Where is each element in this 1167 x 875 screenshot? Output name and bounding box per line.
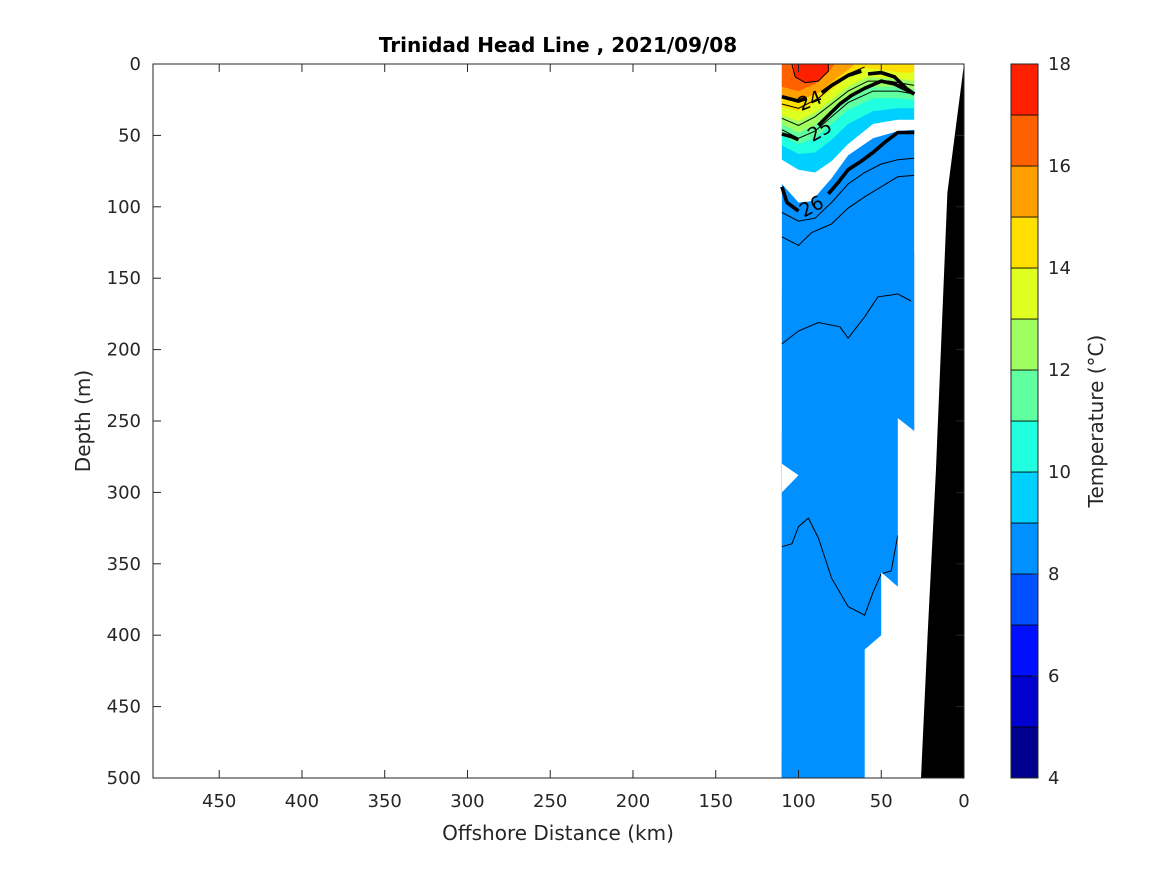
y-tick-label: 300 [107, 482, 141, 503]
colorbar-segment [1010, 369, 1039, 422]
temperature-contour [791, 63, 829, 84]
y-tick-label: 100 [107, 197, 141, 218]
colorbar-label: Temperature (°C) [1084, 335, 1108, 509]
colorbar-tick-label: 18 [1048, 54, 1071, 75]
colorbar-segment [1010, 624, 1039, 677]
colorbar-tick-label: 12 [1048, 360, 1071, 381]
colorbar-tick-label: 8 [1048, 564, 1059, 585]
colorbar-segment [1010, 318, 1039, 371]
colorbar-segment [1010, 573, 1039, 626]
colorbar-tick-label: 10 [1048, 462, 1071, 483]
colorbar-tick-label: 4 [1048, 768, 1059, 789]
x-axis-label: Offshore Distance (km) [442, 821, 674, 845]
x-tick-label: 150 [699, 791, 733, 812]
density-contour [781, 132, 800, 142]
y-tick-label: 400 [107, 625, 141, 646]
x-tick-label: 0 [958, 791, 969, 812]
colorbar-segment [1010, 420, 1039, 473]
y-tick-label: 50 [118, 125, 141, 146]
y-tick-label: 450 [107, 697, 141, 718]
temperature-contour [781, 174, 915, 247]
seafloor-mask [921, 64, 964, 778]
data-gap-notch [781, 463, 799, 493]
x-tick-label: 250 [533, 791, 567, 812]
x-tick-label: 450 [202, 791, 236, 812]
density-contour [780, 186, 800, 213]
colorbar-segment [1010, 267, 1039, 320]
x-axis: 450 400 350 300 250 200 150 100 50 0 [202, 64, 970, 812]
x-tick-label: 100 [781, 791, 815, 812]
temperature-contour [781, 157, 915, 222]
x-tick-label: 300 [450, 791, 484, 812]
temperature-band [793, 64, 829, 83]
colorbar-segment [1010, 522, 1039, 575]
seafloor [921, 64, 964, 778]
x-tick-label: 350 [368, 791, 402, 812]
y-axis-label: Depth (m) [71, 370, 95, 472]
y-tick-label: 0 [130, 54, 141, 75]
chart-title: Trinidad Head Line , 2021/09/08 [379, 33, 737, 57]
y-tick-label: 500 [107, 768, 141, 789]
colorbar-frame [1010, 63, 1039, 779]
colorbar-segment [1010, 63, 1039, 116]
y-axis: 0 50 100 150 200 250 300 350 400 450 500 [107, 54, 964, 789]
temperature-contour [781, 293, 912, 345]
colorbar-segment [1010, 114, 1039, 167]
y-tick-label: 200 [107, 340, 141, 361]
colorbar-tick-label: 14 [1048, 258, 1071, 279]
temperature-contour [781, 90, 915, 139]
density-contour [820, 69, 862, 95]
y-tick-label: 350 [107, 554, 141, 575]
y-tick-label: 250 [107, 411, 141, 432]
x-tick-label: 200 [616, 791, 650, 812]
density-contour [781, 95, 808, 103]
x-tick-label: 50 [870, 791, 893, 812]
colorbar-segment [1010, 216, 1039, 269]
colorbar-tick-label: 6 [1048, 666, 1059, 687]
colorbar-segment [1010, 471, 1039, 524]
temperature-contour [781, 517, 899, 616]
x-tick-label: 400 [285, 791, 319, 812]
colorbar-segment [1010, 675, 1039, 728]
density-contour [826, 130, 915, 196]
colorbar-segment [1010, 726, 1039, 779]
density-contour [817, 79, 916, 127]
colorbar-tick-label: 16 [1048, 156, 1071, 177]
colorbar-segment [1010, 165, 1039, 218]
y-tick-label: 150 [107, 268, 141, 289]
colorbar: 4 6 8 10 12 14 16 18 [1010, 54, 1071, 789]
